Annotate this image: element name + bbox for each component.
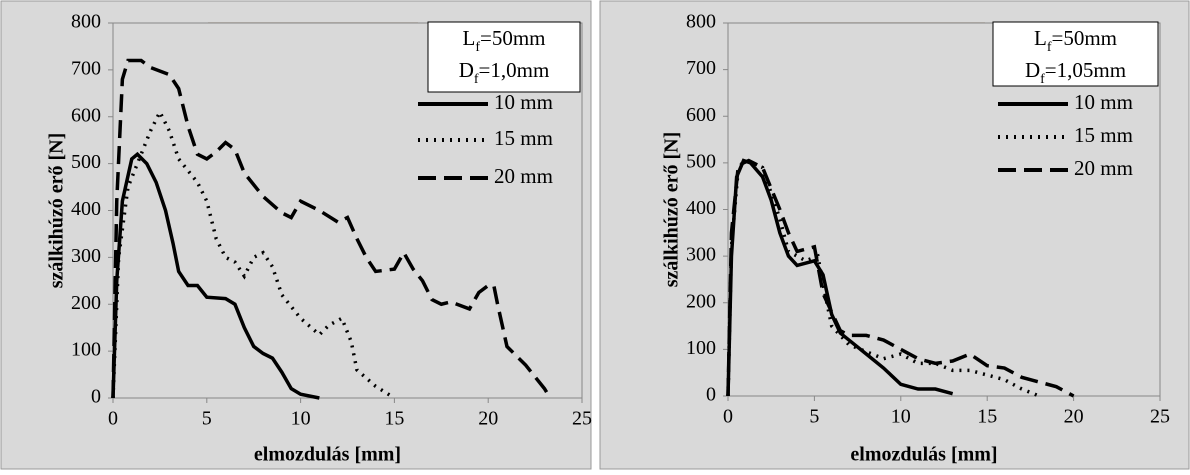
x-tick-label: 15 xyxy=(977,406,997,428)
x-tick-label: 5 xyxy=(202,408,212,430)
info-text-part: =50mm xyxy=(480,26,546,50)
info-text-part: L xyxy=(462,26,475,50)
y-tick-label: 800 xyxy=(686,11,716,33)
legend-label: 10 mm xyxy=(1074,90,1133,114)
y-tick-label: 300 xyxy=(686,244,716,266)
x-tick-label: 20 xyxy=(1064,406,1084,428)
x-tick-label: 25 xyxy=(1150,406,1170,428)
y-tick-label: 700 xyxy=(686,57,716,79)
y-tick-label: 600 xyxy=(71,104,101,126)
x-tick-label: 0 xyxy=(108,408,118,430)
x-tick-label: 15 xyxy=(384,408,404,430)
y-tick-label: 800 xyxy=(71,11,101,33)
info-text-part: =50mm xyxy=(1051,26,1117,50)
x-tick-label: 0 xyxy=(723,406,733,428)
y-axis-label: szálkihúzó erő [N] xyxy=(46,133,68,289)
y-tick-label: 0 xyxy=(91,386,101,408)
y-tick-label: 500 xyxy=(686,150,716,172)
y-tick-label: 200 xyxy=(686,290,716,312)
info-text-part: D xyxy=(459,58,474,82)
figure: 01002003004005006007008000510152025elmoz… xyxy=(0,0,1190,470)
info-text-part: D xyxy=(1025,58,1040,82)
legend-label: 20 mm xyxy=(1074,156,1133,180)
legend-label: 10 mm xyxy=(494,90,553,114)
y-axis-label: szálkihúzó erő [N] xyxy=(661,132,683,288)
x-tick-label: 10 xyxy=(891,406,911,428)
info-text-part: L xyxy=(1034,26,1047,50)
x-axis-label: elmozdulás [mm] xyxy=(254,444,401,466)
y-tick-label: 400 xyxy=(686,197,716,219)
y-tick-label: 500 xyxy=(71,151,101,173)
y-tick-label: 600 xyxy=(686,104,716,126)
y-tick-label: 0 xyxy=(706,384,716,406)
legend-label: 15 mm xyxy=(1074,123,1133,147)
info-text-part: =1,0mm xyxy=(479,58,550,82)
y-tick-label: 400 xyxy=(71,198,101,220)
x-tick-label: 5 xyxy=(809,406,819,428)
info-text-part: =1,05mm xyxy=(1045,58,1126,82)
y-tick-label: 100 xyxy=(71,339,101,361)
legend-label: 20 mm xyxy=(494,164,553,188)
x-tick-label: 25 xyxy=(572,408,592,430)
x-tick-label: 10 xyxy=(291,408,311,430)
y-tick-label: 200 xyxy=(71,292,101,314)
y-tick-label: 100 xyxy=(686,337,716,359)
legend-label: 15 mm xyxy=(494,126,553,150)
x-axis-label: elmozdulás [mm] xyxy=(850,444,997,466)
y-tick-label: 300 xyxy=(71,245,101,267)
y-tick-label: 700 xyxy=(71,57,101,79)
x-tick-label: 20 xyxy=(478,408,498,430)
